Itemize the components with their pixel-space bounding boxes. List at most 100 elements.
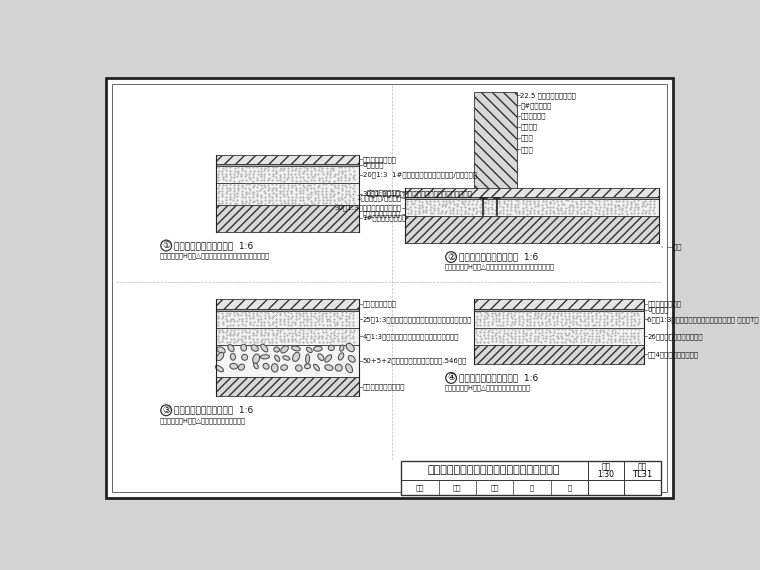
Text: 图号: 图号 <box>638 462 648 471</box>
Text: 铸锻石: 铸锻石 <box>521 135 534 141</box>
Ellipse shape <box>239 364 245 370</box>
Ellipse shape <box>338 353 344 360</box>
Bar <box>474 311 644 328</box>
Text: 光玻璃: 光玻璃 <box>521 146 534 153</box>
Ellipse shape <box>252 354 260 364</box>
Bar <box>405 197 659 200</box>
Ellipse shape <box>241 344 246 351</box>
Text: 做法页号：向H一二△、千、八二、电梯厅跑台法见图内内向: 做法页号：向H一二△、千、八二、电梯厅跑台法见图内内向 <box>160 252 270 259</box>
Bar <box>217 308 359 311</box>
Bar <box>217 164 359 166</box>
Text: 做法页号：向H一二△、千、八二、电梯厅跑向: 做法页号：向H一二△、千、八二、电梯厅跑向 <box>445 385 531 391</box>
Ellipse shape <box>230 353 236 360</box>
Text: 前项玻璃纸条第二等板: 前项玻璃纸条第二等板 <box>363 384 405 390</box>
Text: 20厚1:3  1#件水泥砂浆结结层（同发达/平铺位用）: 20厚1:3 1#件水泥砂浆结结层（同发达/平铺位用） <box>363 172 477 178</box>
Ellipse shape <box>254 363 258 369</box>
Bar <box>405 200 659 216</box>
Ellipse shape <box>215 365 223 372</box>
Ellipse shape <box>263 363 269 369</box>
Ellipse shape <box>280 365 287 370</box>
Ellipse shape <box>271 364 278 372</box>
Text: 比例: 比例 <box>601 462 610 471</box>
Text: 6厘口1:3注土上水泥砂浆结结层（温发法处 管更化T）: 6厘口1:3注土上水泥砂浆结结层（温发法处 管更化T） <box>648 316 759 323</box>
Ellipse shape <box>325 355 331 362</box>
Ellipse shape <box>217 347 225 353</box>
Text: 石材（六四板材）: 石材（六四板材） <box>363 301 397 307</box>
Bar <box>474 299 644 308</box>
Text: 石材（无防水、无垫层）  1:6: 石材（无防水、无垫层） 1:6 <box>174 241 253 250</box>
Ellipse shape <box>261 344 268 352</box>
Text: 一: 一 <box>530 484 534 491</box>
Ellipse shape <box>228 345 234 352</box>
Bar <box>474 92 517 196</box>
Text: 石材（无防水、有垫层）  1:6: 石材（无防水、有垫层） 1:6 <box>174 406 253 415</box>
Text: 石材（八毫板厚）: 石材（八毫板厚） <box>367 189 401 196</box>
Bar <box>217 205 359 231</box>
Text: 30厚1:3一1正水泥砂浆找平层（同发达法地铺位用）: 30厚1:3一1正水泥砂浆找平层（同发达法地铺位用） <box>363 190 473 197</box>
Text: 做法页号：向H一二△、千、八二、电梯厅跑台法见图内内向: 做法页号：向H一二△、千、八二、电梯厅跑台法见图内内向 <box>445 264 555 270</box>
Text: 生命锻件固定: 生命锻件固定 <box>521 113 546 120</box>
Ellipse shape <box>230 363 238 369</box>
Text: 50+5+2毫米径料技术二法（以板地.546刮）: 50+5+2毫米径料技术二法（以板地.546刮） <box>363 358 467 364</box>
Text: 30厚1:3干硬性水泥砂浆结结层: 30厚1:3干硬性水泥砂浆结结层 <box>334 205 401 211</box>
Text: —边线: —边线 <box>667 244 682 250</box>
Text: 页: 页 <box>568 484 572 491</box>
Text: ④: ④ <box>447 373 455 382</box>
Ellipse shape <box>348 356 355 363</box>
Text: 石材（内有各标）: 石材（内有各标） <box>648 301 682 307</box>
Ellipse shape <box>217 352 223 361</box>
Bar <box>217 299 359 308</box>
Text: 4厚1:3干硬性水泥砂浆找平层（同发达法处理）: 4厚1:3干硬性水泥砂浆找平层（同发达法处理） <box>363 333 459 340</box>
Ellipse shape <box>340 345 344 351</box>
Text: 审定: 审定 <box>490 484 499 491</box>
Bar <box>217 311 359 328</box>
Text: 设计: 设计 <box>416 484 424 491</box>
Bar <box>405 216 659 243</box>
Ellipse shape <box>296 365 302 371</box>
Ellipse shape <box>283 356 290 360</box>
Text: 做法页号：向H一二△、千、八二、电梯厅跑向: 做法页号：向H一二△、千、八二、电梯厅跑向 <box>160 417 246 424</box>
Text: 22.5 翻花土法墙的花纹板: 22.5 翻花土法墙的花纹板 <box>521 92 576 99</box>
Ellipse shape <box>318 354 324 360</box>
Bar <box>217 154 359 164</box>
Text: 反不锈钢: 反不锈钢 <box>521 124 537 130</box>
Text: 0厘水泥层: 0厘水泥层 <box>363 162 384 168</box>
Text: 磨光石板材（大理石、花岗岩）地面做法详图: 磨光石板材（大理石、花岗岩）地面做法详图 <box>427 465 559 475</box>
Text: 原地4条发注到混合上柱主: 原地4条发注到混合上柱主 <box>648 351 698 358</box>
Ellipse shape <box>328 345 334 351</box>
Text: ②: ② <box>447 253 455 262</box>
Text: 石材（无防水、有垫层）  1:6: 石材（无防水、有垫层） 1:6 <box>459 373 538 382</box>
Ellipse shape <box>306 347 312 353</box>
Bar <box>474 328 644 345</box>
Text: ①: ① <box>162 241 170 250</box>
Ellipse shape <box>261 355 270 359</box>
Ellipse shape <box>346 364 353 373</box>
Text: 校对: 校对 <box>453 484 461 491</box>
Text: 石材（无防水、无垫层）  1:6: 石材（无防水、无垫层） 1:6 <box>459 253 538 262</box>
Ellipse shape <box>242 355 248 360</box>
Text: （乌鲁法固结处理）: （乌鲁法固结处理） <box>363 211 401 217</box>
Bar <box>217 377 359 396</box>
Bar <box>401 461 661 495</box>
Ellipse shape <box>314 346 322 351</box>
Bar <box>405 188 659 197</box>
Ellipse shape <box>274 355 280 361</box>
Ellipse shape <box>293 352 299 361</box>
Text: ③: ③ <box>162 406 170 415</box>
Bar <box>217 183 359 205</box>
Ellipse shape <box>274 347 280 352</box>
Ellipse shape <box>280 346 288 353</box>
Bar <box>474 308 644 311</box>
Text: 1厚水泥三乙/二水泥三: 1厚水泥三乙/二水泥三 <box>356 195 401 201</box>
Text: 1#建筑胶凝建一接缝: 1#建筑胶凝建一接缝 <box>363 215 407 222</box>
Ellipse shape <box>292 346 300 351</box>
Text: 25厚1:3干硬性水泥砂浆结结层（同发达法地铺处理）: 25厚1:3干硬性水泥砂浆结结层（同发达法地铺处理） <box>363 316 472 323</box>
Text: 生#补垫固柱基: 生#补垫固柱基 <box>521 102 552 109</box>
Ellipse shape <box>325 365 333 370</box>
Ellipse shape <box>346 343 354 352</box>
Bar <box>217 166 359 183</box>
Bar <box>217 328 359 345</box>
Ellipse shape <box>251 345 258 351</box>
Text: 1:30: 1:30 <box>597 470 615 479</box>
Bar <box>217 345 359 377</box>
